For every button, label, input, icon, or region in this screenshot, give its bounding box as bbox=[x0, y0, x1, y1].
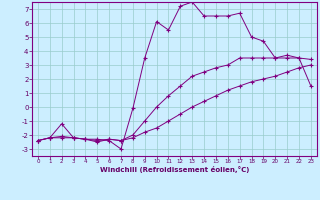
X-axis label: Windchill (Refroidissement éolien,°C): Windchill (Refroidissement éolien,°C) bbox=[100, 166, 249, 173]
